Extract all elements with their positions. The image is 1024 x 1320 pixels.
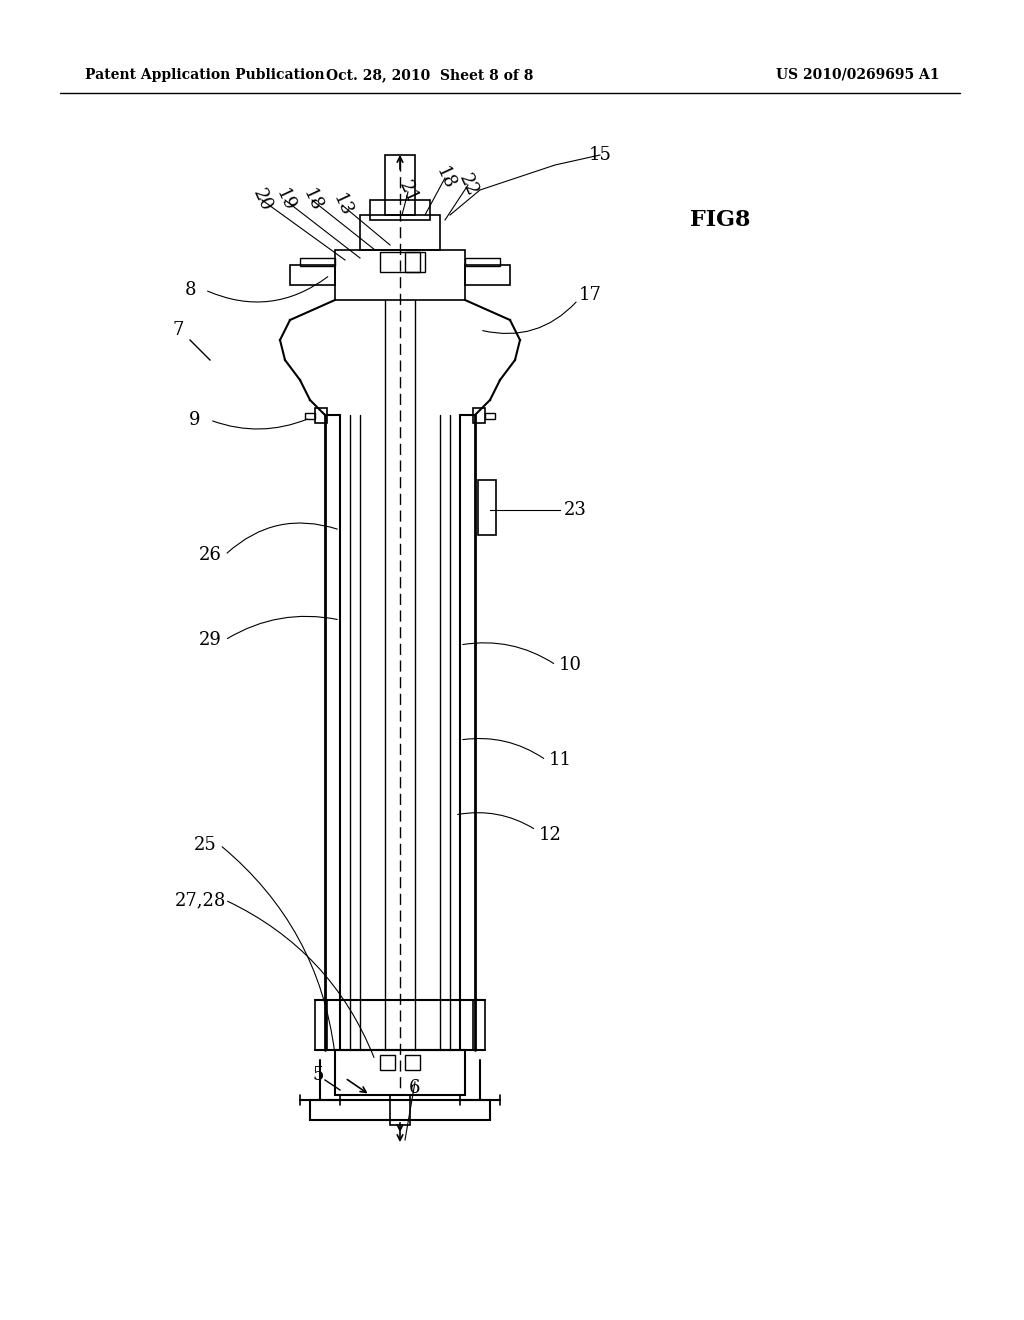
Text: 12: 12: [539, 826, 561, 843]
Bar: [370, 201, 430, 220]
Bar: [335, 249, 465, 300]
Bar: [380, 1055, 395, 1071]
Bar: [406, 1055, 420, 1071]
Text: 17: 17: [579, 286, 601, 304]
Bar: [390, 1096, 410, 1125]
Bar: [478, 480, 496, 535]
Text: 20: 20: [249, 186, 275, 214]
Bar: [310, 1100, 490, 1119]
Bar: [385, 154, 415, 215]
Text: 7: 7: [172, 321, 183, 339]
Bar: [305, 413, 315, 418]
Text: Oct. 28, 2010  Sheet 8 of 8: Oct. 28, 2010 Sheet 8 of 8: [327, 69, 534, 82]
Bar: [360, 215, 440, 249]
Text: Patent Application Publication: Patent Application Publication: [85, 69, 325, 82]
Text: 21: 21: [395, 178, 421, 206]
Text: 6: 6: [410, 1078, 421, 1097]
Text: FIG8: FIG8: [690, 209, 751, 231]
Text: 8: 8: [184, 281, 196, 300]
Bar: [473, 1001, 485, 1049]
Text: 18: 18: [432, 164, 458, 193]
Bar: [380, 252, 420, 272]
Text: 29: 29: [199, 631, 221, 649]
Text: 10: 10: [558, 656, 582, 675]
Text: 27,28: 27,28: [174, 891, 225, 909]
Bar: [335, 1049, 465, 1096]
Text: US 2010/0269695 A1: US 2010/0269695 A1: [776, 69, 940, 82]
Bar: [315, 408, 327, 422]
Bar: [406, 252, 425, 272]
Text: 11: 11: [549, 751, 571, 770]
Bar: [465, 265, 510, 285]
Text: 9: 9: [189, 411, 201, 429]
Bar: [290, 265, 335, 285]
Text: 18: 18: [299, 186, 325, 214]
Text: 26: 26: [199, 546, 221, 564]
Text: 5: 5: [312, 1067, 324, 1084]
Text: 25: 25: [194, 836, 216, 854]
Text: 19: 19: [272, 186, 298, 214]
Text: 22: 22: [455, 170, 481, 199]
Bar: [300, 257, 335, 267]
Text: 23: 23: [563, 502, 587, 519]
Bar: [465, 257, 500, 267]
Text: 15: 15: [589, 147, 611, 164]
Bar: [315, 1001, 327, 1049]
Text: 13: 13: [329, 191, 355, 219]
Bar: [473, 408, 485, 422]
Bar: [485, 413, 495, 418]
